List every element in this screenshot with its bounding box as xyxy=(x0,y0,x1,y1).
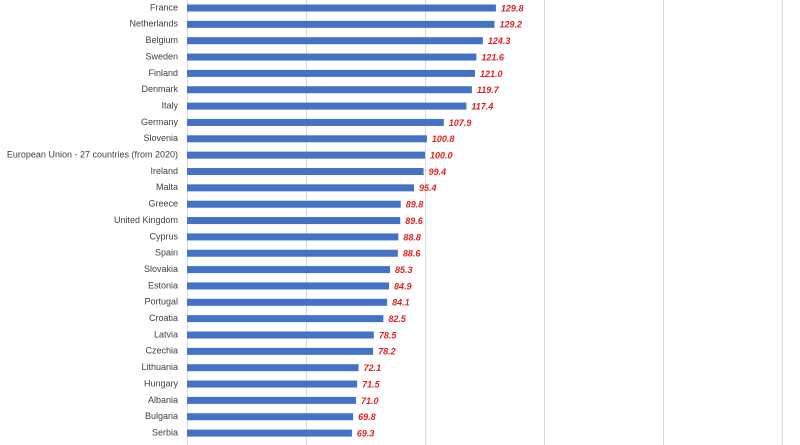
bar xyxy=(187,20,495,28)
bar xyxy=(187,315,384,323)
value-label: 100.8 xyxy=(432,134,455,144)
category-label: Bulgaria xyxy=(145,411,178,421)
bar xyxy=(187,37,483,45)
value-label: 121.6 xyxy=(481,52,505,62)
category-label: France xyxy=(150,2,178,12)
bar xyxy=(187,282,390,290)
bar xyxy=(187,118,444,126)
bar xyxy=(187,347,374,355)
value-label: 69.8 xyxy=(358,412,376,422)
value-label: 124.3 xyxy=(488,36,511,46)
value-label: 107.9 xyxy=(449,118,472,128)
category-label: Czechia xyxy=(145,346,178,356)
bar xyxy=(187,135,427,143)
bar xyxy=(187,249,398,257)
bar xyxy=(187,69,475,77)
value-label: 82.5 xyxy=(388,314,407,324)
bar xyxy=(187,364,359,372)
category-label: Lithuania xyxy=(141,362,178,372)
category-label: Portugal xyxy=(144,297,178,307)
bar xyxy=(187,266,391,274)
bar xyxy=(187,151,425,159)
value-label: 89.6 xyxy=(405,216,424,226)
value-label: 69.3 xyxy=(357,428,375,438)
bar xyxy=(187,86,472,94)
bar xyxy=(187,102,467,110)
value-label: 84.9 xyxy=(394,281,412,291)
category-label: Ireland xyxy=(150,166,178,176)
bar xyxy=(187,53,477,61)
category-label: Italy xyxy=(161,100,178,110)
category-label: Spain xyxy=(155,248,178,258)
bar xyxy=(187,429,352,437)
value-label: 99.4 xyxy=(429,167,447,177)
category-label: Albania xyxy=(148,395,178,405)
category-label: Croatia xyxy=(149,313,178,323)
value-label: 78.2 xyxy=(378,347,396,357)
category-label: Sweden xyxy=(145,51,178,61)
category-label: Denmark xyxy=(141,84,178,94)
value-label: 88.6 xyxy=(403,249,422,259)
category-label: Slovakia xyxy=(144,264,178,274)
value-label: 129.2 xyxy=(499,20,522,30)
bar xyxy=(187,380,358,388)
value-label: 89.8 xyxy=(406,200,424,210)
category-label: Latvia xyxy=(154,329,178,339)
category-label: United Kingdom xyxy=(114,215,178,225)
value-label: 117.4 xyxy=(471,101,493,111)
category-label: Hungary xyxy=(144,378,179,388)
bar xyxy=(187,168,424,175)
category-label: Serbia xyxy=(152,427,178,437)
category-label: Cyprus xyxy=(149,231,178,241)
value-label: 84.1 xyxy=(392,298,410,308)
value-label: 71.0 xyxy=(361,396,379,406)
category-label: Slovenia xyxy=(143,133,178,143)
category-label: Belgium xyxy=(145,35,178,45)
bar xyxy=(187,413,354,421)
category-label: Malta xyxy=(156,182,178,192)
value-label: 85.3 xyxy=(395,265,413,275)
bar xyxy=(187,298,388,306)
category-label: Estonia xyxy=(148,280,178,290)
value-label: 119.7 xyxy=(477,85,500,95)
category-label: Germany xyxy=(141,117,179,127)
value-label: 129.8 xyxy=(501,3,524,13)
value-label: 72.1 xyxy=(364,363,382,373)
category-label: Greece xyxy=(148,199,178,209)
category-label: Netherlands xyxy=(129,19,178,29)
bar xyxy=(187,233,399,241)
bar xyxy=(187,396,356,404)
value-label: 95.4 xyxy=(419,183,437,193)
value-label: 71.5 xyxy=(362,379,381,389)
category-label: Finland xyxy=(148,68,178,78)
bar xyxy=(187,331,374,339)
value-label: 121.0 xyxy=(480,69,503,79)
bar xyxy=(187,200,401,208)
value-label: 88.8 xyxy=(403,232,421,242)
bar xyxy=(187,4,496,12)
value-label: 100.0 xyxy=(430,151,453,161)
bar xyxy=(187,217,401,225)
category-label: European Union - 27 countries (from 2020… xyxy=(7,150,178,160)
value-label: 78.5 xyxy=(379,330,398,340)
bar xyxy=(187,184,415,192)
